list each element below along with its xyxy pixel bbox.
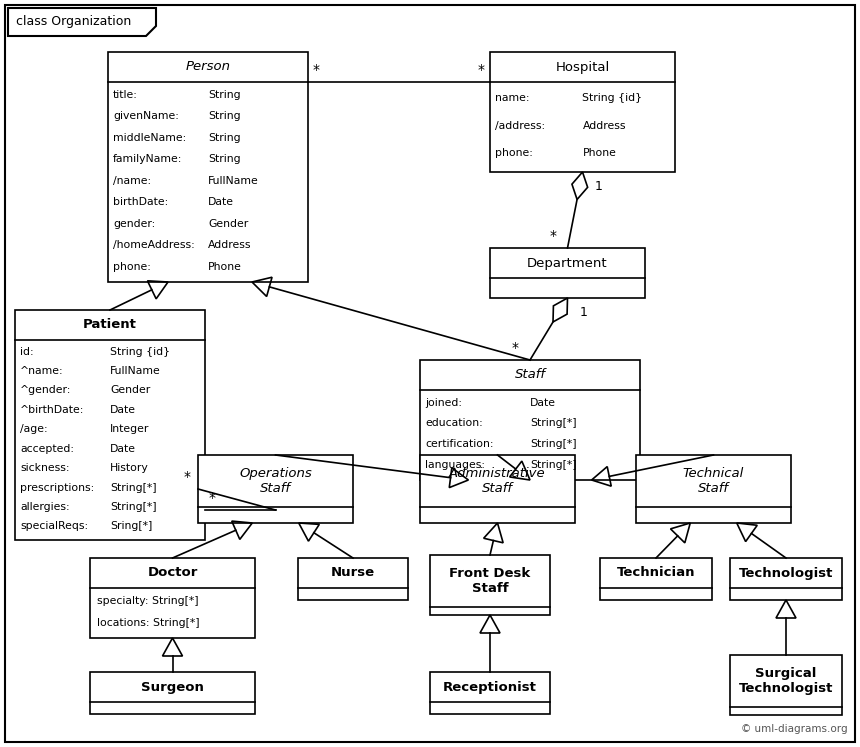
Text: middleName:: middleName: [113, 133, 187, 143]
Text: *: * [209, 491, 216, 505]
Text: Receptionist: Receptionist [443, 681, 537, 693]
Text: gender:: gender: [113, 219, 156, 229]
Text: Person: Person [186, 61, 230, 73]
Bar [490, 52, 675, 172]
Text: ^birthDate:: ^birthDate: [20, 405, 84, 415]
Bar [108, 52, 308, 282]
Text: 1: 1 [594, 180, 602, 193]
Text: *: * [550, 229, 556, 243]
Text: phone:: phone: [495, 148, 533, 158]
Text: Integer: Integer [110, 424, 150, 434]
Text: /name:: /name: [113, 176, 151, 186]
Bar [90, 672, 255, 714]
Text: title:: title: [113, 90, 138, 100]
Text: String: String [208, 133, 241, 143]
Text: Phone: Phone [582, 148, 617, 158]
Text: *: * [478, 63, 485, 77]
Text: String[*]: String[*] [530, 460, 576, 471]
Bar [420, 360, 640, 480]
Text: String[*]: String[*] [110, 483, 157, 492]
Bar [15, 310, 205, 540]
Bar [90, 558, 255, 638]
Text: sickness:: sickness: [20, 463, 70, 473]
Text: Technical
Staff: Technical Staff [683, 467, 744, 495]
Bar [298, 558, 408, 600]
Text: String[*]: String[*] [530, 439, 576, 450]
Text: *: * [184, 470, 191, 484]
Text: languages:: languages: [425, 460, 485, 471]
Text: Administrative
Staff: Administrative Staff [449, 467, 546, 495]
Text: 1: 1 [580, 306, 587, 319]
Text: phone:: phone: [113, 262, 150, 272]
Text: History: History [110, 463, 149, 473]
Text: certification:: certification: [425, 439, 494, 450]
Text: specialReqs:: specialReqs: [20, 521, 88, 531]
Bar [730, 558, 842, 600]
Text: Doctor: Doctor [147, 566, 198, 580]
Bar [420, 455, 575, 523]
Text: Gender: Gender [110, 385, 150, 395]
Text: class Organization: class Organization [16, 16, 132, 28]
Bar [198, 455, 353, 523]
Bar [430, 555, 550, 615]
Text: /address:: /address: [495, 120, 545, 131]
Text: Phone: Phone [208, 262, 242, 272]
Text: /age:: /age: [20, 424, 47, 434]
Text: specialty: String[*]: specialty: String[*] [97, 596, 199, 606]
Text: Address: Address [208, 241, 251, 250]
Text: Department: Department [527, 256, 608, 270]
Bar [730, 655, 842, 715]
Text: name:: name: [495, 93, 530, 103]
Text: String: String [208, 90, 241, 100]
Text: FullName: FullName [110, 366, 161, 376]
Text: ^gender:: ^gender: [20, 385, 71, 395]
Text: String[*]: String[*] [110, 502, 157, 512]
Text: /homeAddress:: /homeAddress: [113, 241, 194, 250]
Text: Patient: Patient [83, 318, 137, 332]
Text: String {id}: String {id} [582, 93, 642, 103]
Text: Nurse: Nurse [331, 566, 375, 580]
Text: Gender: Gender [208, 219, 249, 229]
Bar [636, 455, 791, 523]
Text: joined:: joined: [425, 397, 462, 408]
Text: Address: Address [582, 120, 626, 131]
Text: Surgeon: Surgeon [141, 681, 204, 693]
Text: Hospital: Hospital [556, 61, 610, 73]
Text: Staff: Staff [514, 368, 545, 382]
Text: Date: Date [110, 405, 136, 415]
Text: *: * [512, 341, 519, 355]
Text: Front Desk
Staff: Front Desk Staff [450, 567, 531, 595]
Text: Surgical
Technologist: Surgical Technologist [739, 667, 833, 695]
Text: String[*]: String[*] [530, 418, 576, 429]
Text: ^name:: ^name: [20, 366, 64, 376]
Text: String: String [208, 111, 241, 122]
Text: Date: Date [208, 197, 234, 208]
Text: Sring[*]: Sring[*] [110, 521, 152, 531]
Text: birthDate:: birthDate: [113, 197, 169, 208]
Bar [430, 672, 550, 714]
Text: Date: Date [110, 444, 136, 453]
Text: Operations
Staff: Operations Staff [239, 467, 312, 495]
Text: Technologist: Technologist [739, 566, 833, 580]
Text: Date: Date [530, 397, 556, 408]
Text: id:: id: [20, 347, 34, 356]
Text: String: String [208, 155, 241, 164]
Text: FullName: FullName [208, 176, 259, 186]
Text: String {id}: String {id} [110, 347, 170, 356]
Text: accepted:: accepted: [20, 444, 74, 453]
Text: Technician: Technician [617, 566, 695, 580]
Bar [490, 248, 645, 298]
Text: givenName:: givenName: [113, 111, 179, 122]
Text: allergies:: allergies: [20, 502, 70, 512]
Text: © uml-diagrams.org: © uml-diagrams.org [741, 724, 848, 734]
Text: prescriptions:: prescriptions: [20, 483, 95, 492]
Text: familyName:: familyName: [113, 155, 182, 164]
Bar [600, 558, 712, 600]
Text: *: * [313, 63, 320, 77]
Text: locations: String[*]: locations: String[*] [97, 618, 200, 627]
Text: education:: education: [425, 418, 482, 429]
